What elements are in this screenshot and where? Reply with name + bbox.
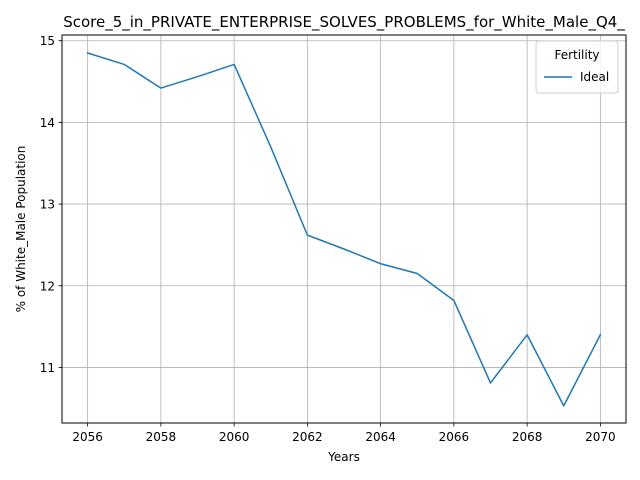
x-tick-label: 2070	[585, 430, 616, 444]
grid-lines	[62, 35, 626, 423]
x-tick-label: 2064	[365, 430, 396, 444]
plot-area-frame	[61, 34, 627, 424]
y-tick-label: 14	[40, 116, 55, 130]
legend-entries: Ideal	[544, 70, 609, 84]
x-tick-label: 2062	[292, 430, 323, 444]
legend: Fertility Ideal	[535, 40, 619, 94]
x-axis-label: Years	[327, 450, 360, 464]
y-axis-label: % of White_Male Population	[14, 146, 28, 313]
x-tick-label: 2066	[439, 430, 470, 444]
x-tick-label: 2060	[219, 430, 250, 444]
y-tick-label: 12	[40, 279, 55, 293]
chart-title: Score_5_in_PRIVATE_ENTERPRISE_SOLVES_PRO…	[63, 13, 625, 32]
series-lines	[86, 52, 602, 407]
legend-title: Fertility	[554, 48, 599, 62]
x-tick-label: 2056	[72, 430, 103, 444]
legend-label: Ideal	[580, 70, 609, 84]
y-tick-label: 13	[40, 198, 55, 212]
axis-ticks: 2056 2058 2060 2062 2064 2066 2068 2070 11 12 13 14…	[40, 34, 616, 444]
y-tick-label: 15	[40, 34, 55, 48]
x-tick-label: 2058	[146, 430, 177, 444]
y-tick-label: 11	[40, 361, 55, 375]
series-line-ideal	[86, 52, 602, 407]
legend-box	[535, 40, 619, 94]
x-tick-label: 2068	[512, 430, 543, 444]
